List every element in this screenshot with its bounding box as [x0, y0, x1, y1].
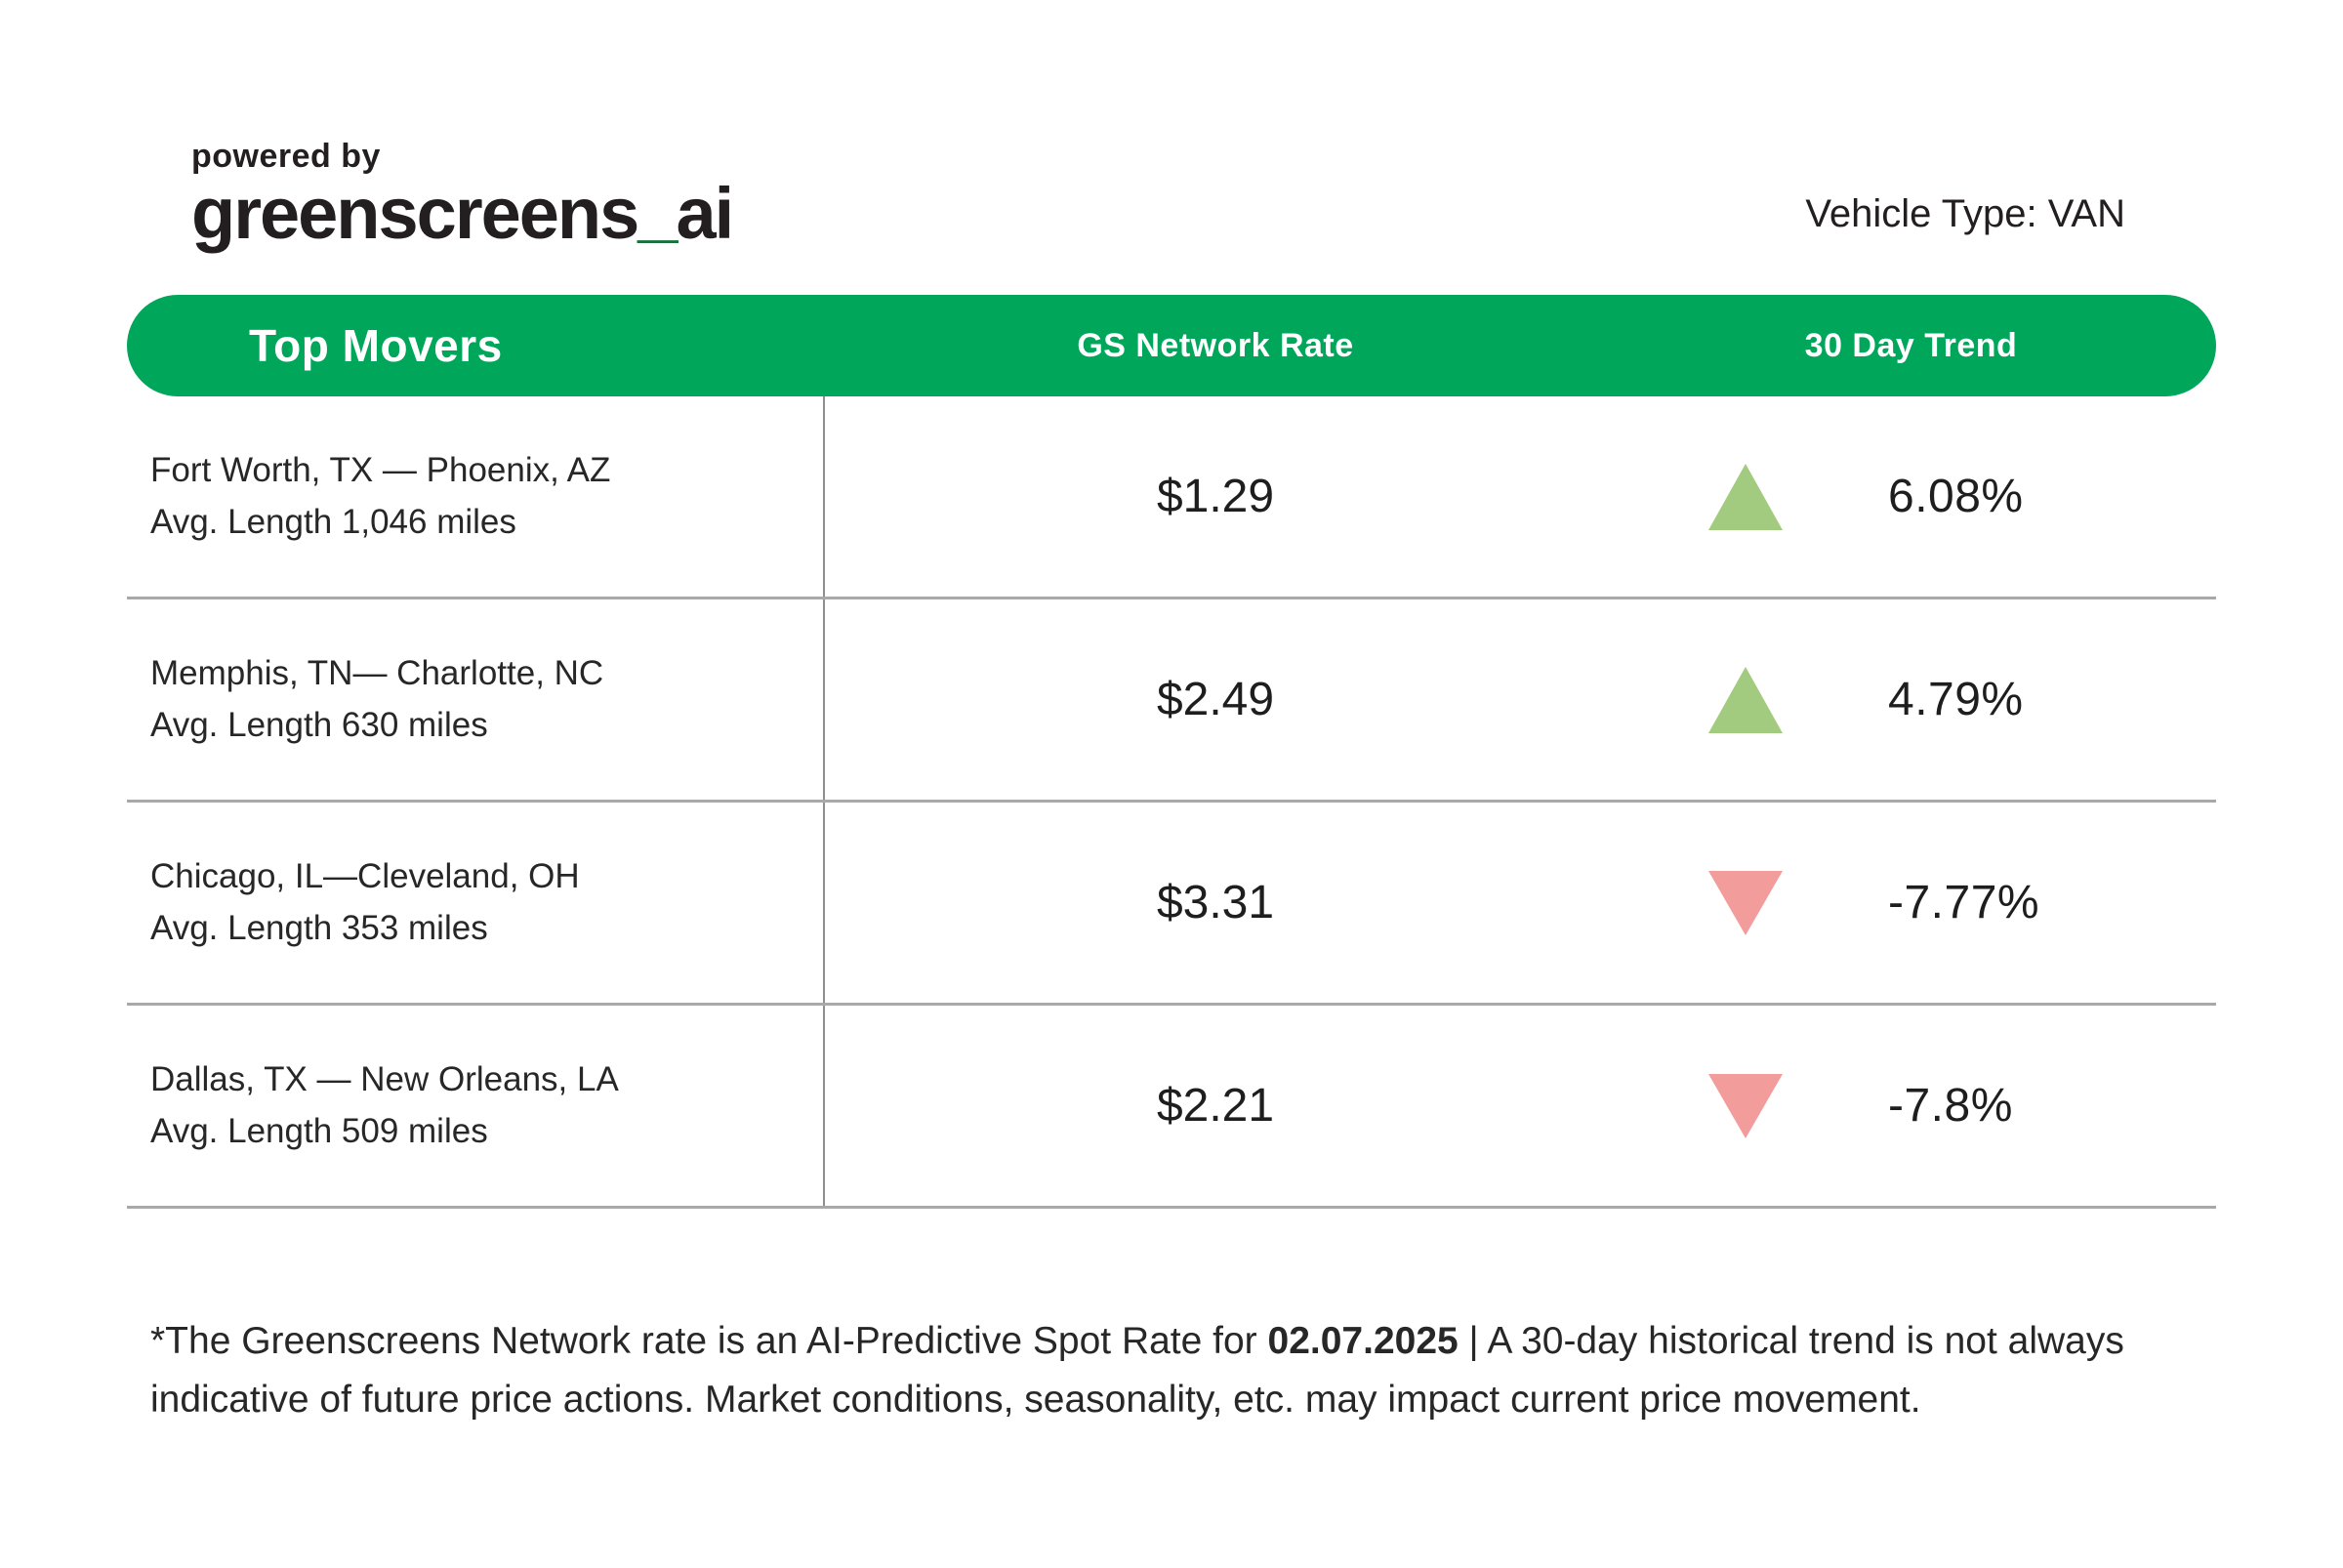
lane-avg-length: Avg. Length 353 miles	[150, 908, 488, 947]
trend-value: -7.77%	[1888, 877, 2040, 928]
lane-name: Memphis, TN— Charlotte, NC	[150, 654, 604, 692]
rate-value: $1.29	[1156, 471, 1275, 522]
table-row: Fort Worth, TX — Phoenix, AZ Avg. Length…	[127, 396, 2216, 599]
table-row: Chicago, IL—Cleveland, OH Avg. Length 35…	[127, 803, 2216, 1006]
lane-avg-length: Avg. Length 1,046 miles	[150, 502, 516, 541]
trend-value: 4.79%	[1888, 674, 2024, 725]
disclaimer-text: *The Greenscreens Network rate is an AI-…	[127, 1312, 2197, 1430]
lane-cell: Chicago, IL—Cleveland, OH Avg. Length 35…	[127, 803, 825, 1003]
trend-cell: 4.79%	[1606, 599, 2216, 800]
trend-down-icon	[1708, 870, 1783, 935]
lane-name: Chicago, IL—Cleveland, OH	[150, 857, 580, 895]
disclaimer-date: 02.07.2025	[1267, 1320, 1459, 1362]
lane-cell: Fort Worth, TX — Phoenix, AZ Avg. Length…	[127, 396, 825, 597]
trend-down-icon	[1708, 1073, 1783, 1138]
table-row: Dallas, TX — New Orleans, LA Avg. Length…	[127, 1006, 2216, 1209]
rate-value: $2.49	[1156, 674, 1275, 725]
brand-logo: powered by greenscreens_ai	[127, 138, 734, 250]
brand-wordmark: greenscreens_ai	[191, 174, 734, 250]
disclaimer-part1: *The Greenscreens Network rate is an AI-…	[150, 1320, 1268, 1362]
brand-text-right: ai	[676, 173, 734, 254]
table-title: Top Movers	[249, 320, 503, 371]
lane-name: Dallas, TX — New Orleans, LA	[150, 1060, 619, 1098]
trend-up-icon	[1708, 666, 1783, 733]
column-header-rate: GS Network Rate	[1077, 326, 1354, 364]
lane-name: Fort Worth, TX — Phoenix, AZ	[150, 451, 611, 489]
trend-cell: -7.8%	[1606, 1006, 2216, 1206]
trend-value: -7.8%	[1888, 1080, 2013, 1132]
trend-cell: 6.08%	[1606, 396, 2216, 597]
trend-up-icon	[1708, 463, 1783, 530]
vehicle-type-label: Vehicle Type: VAN	[1805, 192, 2125, 235]
trend-value: 6.08%	[1888, 471, 2024, 522]
lane-avg-length: Avg. Length 630 miles	[150, 705, 488, 744]
powered-by-label: powered by	[191, 138, 381, 175]
table-row: Memphis, TN— Charlotte, NC Avg. Length 6…	[127, 599, 2216, 803]
trend-cell: -7.77%	[1606, 803, 2216, 1003]
table-header-bar: Top Movers GS Network Rate 30 Day Trend	[127, 295, 2216, 396]
rate-value: $2.21	[1156, 1080, 1275, 1132]
brand-underscore: _	[637, 169, 678, 250]
column-header-trend: 30 Day Trend	[1804, 326, 2018, 364]
header: powered by greenscreens_ai Vehicle Type:…	[127, 115, 2216, 250]
rate-value: $3.31	[1156, 877, 1275, 928]
disclaimer-part2: | A 30-day historical trend is not alway…	[150, 1320, 2124, 1422]
lane-cell: Dallas, TX — New Orleans, LA Avg. Length…	[127, 1006, 825, 1206]
top-movers-table: Fort Worth, TX — Phoenix, AZ Avg. Length…	[127, 396, 2216, 1209]
lane-avg-length: Avg. Length 509 miles	[150, 1111, 488, 1150]
brand-text-left: greenscreens	[191, 173, 639, 254]
lane-cell: Memphis, TN— Charlotte, NC Avg. Length 6…	[127, 599, 825, 800]
